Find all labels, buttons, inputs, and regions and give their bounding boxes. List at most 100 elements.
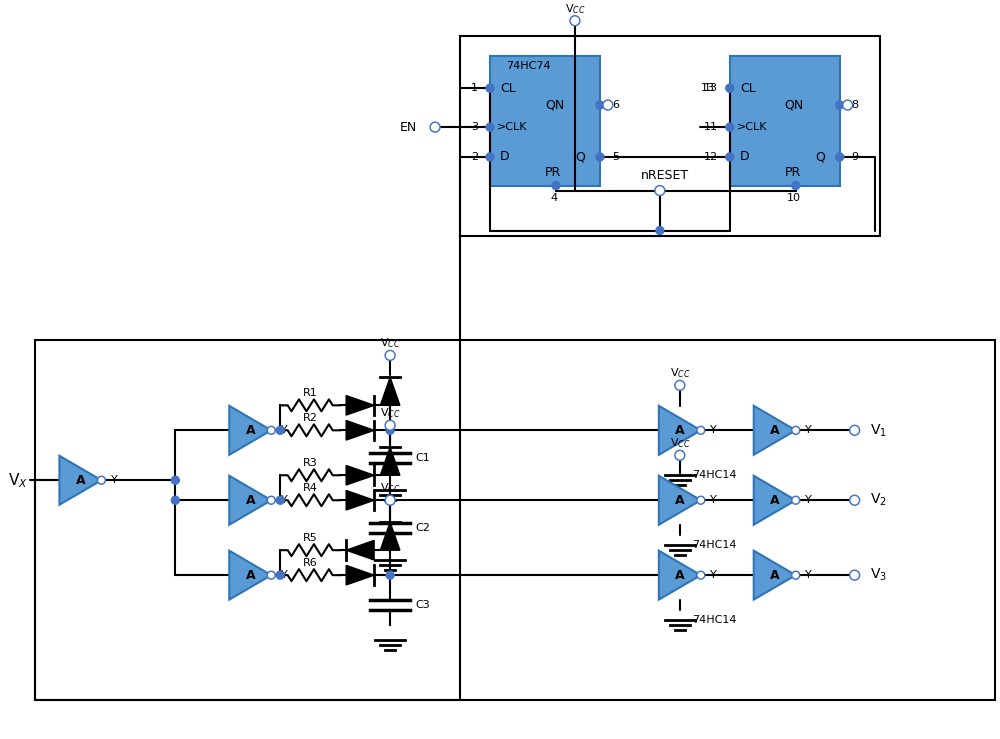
Polygon shape (346, 395, 374, 415)
Text: A: A (245, 423, 255, 437)
Text: V$_3$: V$_3$ (870, 567, 887, 583)
Circle shape (836, 101, 844, 109)
Polygon shape (59, 456, 101, 505)
Text: C2: C2 (415, 522, 430, 533)
Polygon shape (380, 447, 400, 475)
Circle shape (843, 100, 853, 110)
Circle shape (656, 227, 664, 234)
Text: 6: 6 (612, 100, 619, 110)
Text: V$_{CC}$: V$_{CC}$ (670, 437, 690, 450)
Circle shape (844, 101, 851, 109)
Bar (460, 35, 880, 236)
Text: 8: 8 (852, 100, 859, 110)
Text: PR: PR (545, 166, 561, 179)
Circle shape (385, 420, 395, 430)
Text: A: A (245, 569, 255, 582)
Text: QN: QN (785, 98, 804, 112)
Text: 5: 5 (612, 152, 619, 162)
Text: V$_{CC}$: V$_{CC}$ (380, 406, 400, 420)
Circle shape (385, 350, 395, 361)
Circle shape (697, 497, 705, 504)
Circle shape (430, 122, 440, 132)
Polygon shape (229, 551, 271, 599)
Circle shape (676, 452, 683, 459)
Text: 11: 11 (704, 122, 718, 132)
Circle shape (792, 497, 800, 504)
Text: 3: 3 (471, 122, 478, 132)
Text: Y: Y (281, 495, 288, 505)
Circle shape (793, 573, 798, 578)
Circle shape (850, 571, 860, 580)
Text: Y: Y (805, 426, 812, 435)
Text: PR: PR (785, 166, 801, 179)
Polygon shape (346, 466, 374, 485)
Circle shape (604, 101, 611, 109)
Circle shape (697, 571, 705, 579)
Circle shape (570, 16, 580, 26)
Text: Y: Y (111, 475, 118, 486)
Circle shape (267, 497, 275, 504)
Circle shape (269, 573, 274, 578)
Text: A: A (675, 423, 685, 437)
Text: A: A (770, 423, 780, 437)
Polygon shape (346, 420, 374, 440)
Text: R2: R2 (303, 413, 318, 423)
Text: Y: Y (710, 426, 717, 435)
Circle shape (387, 352, 394, 359)
Circle shape (675, 381, 685, 390)
Text: V$_{CC}$: V$_{CC}$ (380, 481, 400, 495)
Circle shape (851, 427, 858, 434)
Circle shape (792, 426, 800, 435)
Polygon shape (346, 491, 374, 510)
Circle shape (851, 572, 858, 579)
Text: 12: 12 (704, 152, 718, 162)
Text: C1: C1 (415, 453, 430, 463)
Circle shape (486, 84, 494, 92)
Text: >CLK: >CLK (497, 122, 528, 132)
Circle shape (793, 498, 798, 503)
Circle shape (386, 571, 394, 579)
Circle shape (276, 571, 284, 579)
Circle shape (171, 497, 179, 504)
Circle shape (171, 476, 179, 484)
Polygon shape (659, 476, 701, 525)
Text: A: A (770, 569, 780, 582)
Text: Y: Y (281, 571, 288, 580)
Text: R1: R1 (303, 389, 318, 398)
Circle shape (850, 495, 860, 505)
Text: V$_{CC}$: V$_{CC}$ (380, 336, 400, 350)
Text: 74HC14: 74HC14 (693, 540, 737, 551)
Circle shape (269, 428, 274, 433)
Text: 13: 13 (701, 84, 715, 93)
Text: R5: R5 (303, 534, 318, 543)
Text: V$_1$: V$_1$ (870, 422, 887, 438)
Circle shape (792, 182, 800, 189)
Text: 10: 10 (787, 193, 801, 202)
Circle shape (698, 428, 703, 433)
Text: Q: Q (576, 151, 586, 163)
Text: 74HC74: 74HC74 (506, 61, 551, 71)
Circle shape (387, 422, 394, 429)
Text: C3: C3 (415, 600, 430, 610)
Circle shape (267, 426, 275, 435)
Text: V$_2$: V$_2$ (870, 492, 886, 508)
Circle shape (726, 153, 734, 161)
Polygon shape (659, 551, 701, 599)
Polygon shape (754, 551, 796, 599)
Text: R4: R4 (303, 483, 318, 493)
Circle shape (603, 100, 613, 110)
Circle shape (792, 571, 800, 579)
Circle shape (486, 123, 494, 131)
Circle shape (698, 498, 703, 503)
Text: 4: 4 (550, 193, 557, 202)
Circle shape (596, 153, 604, 161)
Polygon shape (346, 565, 374, 585)
Text: Y: Y (805, 571, 812, 580)
Polygon shape (754, 476, 796, 525)
Bar (35, 341, 995, 700)
Circle shape (97, 476, 105, 484)
Text: A: A (76, 474, 85, 487)
FancyBboxPatch shape (490, 55, 600, 185)
Circle shape (386, 426, 394, 435)
Text: >CLK: >CLK (737, 122, 767, 132)
